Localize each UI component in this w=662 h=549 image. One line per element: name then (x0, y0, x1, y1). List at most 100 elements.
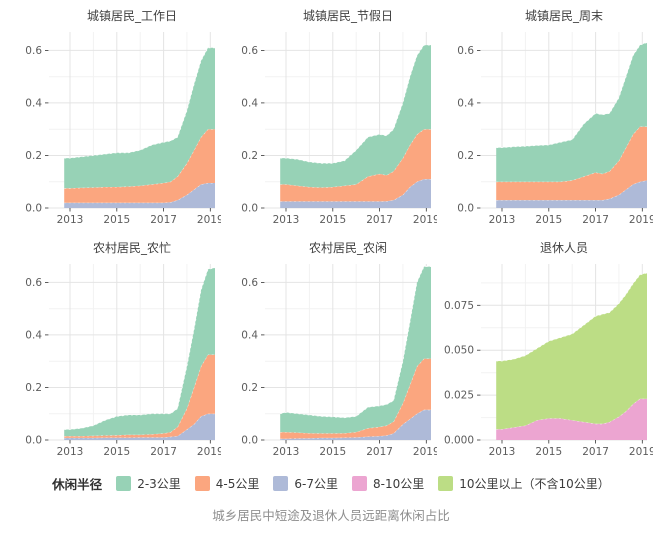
facet-rural-slack: 0.0 0.2 0.4 0.6 2013 2015 2017 2019 农村居民_农闲 (223, 238, 439, 468)
stacked-areas (496, 42, 648, 208)
x-tick-label: 2019 (197, 214, 221, 226)
facet-urban-workday: 0.0 0.2 0.4 0.6 2013 2015 2017 2019 城镇居民_工作日 (7, 6, 223, 236)
stacked-areas (496, 272, 648, 440)
x-tick-label: 2013 (273, 214, 300, 226)
y-tick-label: 0.4 (241, 97, 258, 109)
area-chart-retirees: 0.000 0.025 0.050 0.075 2013 2015 2017 2019 退休人员 (444, 241, 653, 458)
y-tick-label: 0.4 (457, 97, 474, 109)
x-tick-label: 2017 (150, 214, 177, 226)
x-tick-label: 2015 (319, 446, 346, 458)
area-layer (496, 180, 647, 208)
y-tick-label: 0.2 (25, 150, 42, 162)
y-tick-label: 0.6 (241, 277, 258, 289)
legend-label: 4-5公里 (215, 477, 260, 491)
x-tick-label: 2019 (629, 446, 653, 458)
y-tick-label: 0.4 (241, 329, 258, 341)
y-tick-label: 0.025 (444, 390, 474, 402)
axes: 0.000 0.025 0.050 0.075 2013 2015 2017 2019 (444, 300, 653, 458)
y-tick-label: 0.0 (241, 435, 258, 447)
y-tick-label: 0.2 (25, 382, 42, 394)
y-tick-label: 0.6 (25, 45, 42, 57)
facet-urban-holiday: 0.0 0.2 0.4 0.6 2013 2015 2017 2019 城镇居民_节假日 (223, 6, 439, 236)
layer-boundary (64, 47, 215, 159)
legend-swatch (194, 476, 210, 491)
x-tick-label: 2013 (273, 446, 300, 458)
facet-title: 城镇居民_节假日 (303, 9, 393, 23)
y-tick-label: 0.0 (25, 435, 42, 447)
x-tick-label: 2015 (103, 214, 130, 226)
area-chart-rural-busy: 0.0 0.2 0.4 0.6 2013 2015 2017 2019 农村居民_农忙 (25, 241, 221, 458)
layer-boundary (496, 126, 647, 183)
layer-boundary (280, 358, 431, 434)
x-tick-label: 2013 (57, 214, 84, 226)
legend-label: 2-3公里 (137, 477, 181, 491)
facet-title: 城镇居民_周末 (525, 9, 603, 23)
x-tick-label: 2017 (582, 214, 609, 226)
x-tick-label: 2019 (413, 446, 437, 458)
x-tick-label: 2017 (366, 446, 393, 458)
facet-urban-weekend: 0.0 0.2 0.4 0.6 2013 2015 2017 2019 城镇居民_周末 (439, 6, 655, 236)
legend-swatch (352, 476, 368, 491)
facet-title: 农村居民_农忙 (93, 241, 171, 255)
legend-item-3: 8-10公里 (352, 475, 424, 492)
x-tick-label: 2015 (535, 446, 562, 458)
stacked-areas (64, 267, 216, 440)
area-layer (64, 413, 215, 440)
area-chart-urban-workday: 0.0 0.2 0.4 0.6 2013 2015 2017 2019 城镇居民_工作日 (25, 9, 221, 226)
area-layer (64, 183, 215, 208)
area-layer (64, 129, 215, 203)
y-tick-label: 0.2 (457, 150, 474, 162)
layer-boundary (280, 266, 431, 419)
y-tick-label: 0.2 (241, 382, 258, 394)
x-tick-label: 2019 (197, 446, 221, 458)
y-tick-label: 0.0 (457, 203, 474, 215)
axes: 0.0 0.2 0.4 0.6 2013 2015 2017 2019 (457, 45, 653, 226)
area-layer (280, 45, 431, 188)
layer-boundary (64, 354, 215, 437)
area-layer (280, 129, 431, 202)
facet-title: 退休人员 (540, 241, 588, 255)
area-layer (64, 47, 215, 189)
legend-item-0: 2-3公里 (116, 475, 181, 492)
y-tick-label: 0.4 (25, 97, 42, 109)
x-tick-label: 2013 (489, 446, 516, 458)
x-tick-label: 2013 (489, 214, 516, 226)
stacked-areas (280, 266, 431, 440)
legend-title: 休闲半径 (52, 477, 103, 492)
area-chart-urban-weekend: 0.0 0.2 0.4 0.6 2013 2015 2017 2019 城镇居民_周末 (457, 9, 653, 226)
legend-swatch (438, 476, 454, 491)
chart-legend: 休闲半径 2-3公里 4-5公里 6-7公里 8-10公里 10公里以上（不含10公里） (0, 474, 662, 493)
facet-retirees: 0.000 0.025 0.050 0.075 2013 2015 2017 2019 退休人员 (439, 238, 655, 468)
x-tick-label: 2013 (57, 446, 84, 458)
legend-swatch (273, 476, 289, 491)
x-tick-label: 2015 (535, 214, 562, 226)
area-layer (280, 266, 431, 434)
x-tick-label: 2017 (150, 446, 177, 458)
x-tick-label: 2017 (582, 446, 609, 458)
chart-caption: 城乡居民中短途及退休人员远距离休闲占比 (212, 508, 450, 523)
chart-grid: 0.0 0.2 0.4 0.6 2013 2015 2017 2019 城镇居民_工作日 0.0 0… (7, 6, 655, 468)
legend-item-1: 4-5公里 (194, 475, 260, 492)
y-tick-label: 0.6 (25, 277, 42, 289)
y-tick-label: 0.0 (241, 203, 258, 215)
axes: 0.0 0.2 0.4 0.6 2013 2015 2017 2019 (25, 45, 221, 226)
area-layer (496, 398, 647, 440)
y-tick-label: 0.6 (457, 45, 474, 57)
facet-title: 城镇居民_工作日 (87, 9, 177, 23)
legend-swatch (116, 476, 132, 491)
legend-item-2: 6-7公里 (273, 475, 338, 492)
y-tick-label: 0.075 (444, 300, 474, 312)
axes: 0.0 0.2 0.4 0.6 2013 2015 2017 2019 (241, 45, 437, 226)
x-tick-label: 2015 (319, 214, 346, 226)
y-tick-label: 0.6 (241, 45, 258, 57)
area-chart-urban-holiday: 0.0 0.2 0.4 0.6 2013 2015 2017 2019 城镇居民_节假日 (241, 9, 437, 226)
facet-title: 农村居民_农闲 (309, 241, 387, 255)
y-tick-label: 0.2 (241, 150, 258, 162)
legend-items: 2-3公里 4-5公里 6-7公里 8-10公里 10公里以上（不含10公里） (116, 475, 610, 492)
legend-label: 6-7公里 (294, 477, 339, 491)
y-tick-label: 0.4 (25, 329, 42, 341)
x-tick-label: 2019 (413, 214, 437, 226)
area-layer (496, 273, 647, 430)
x-tick-label: 2017 (366, 214, 393, 226)
y-tick-label: 0.050 (444, 345, 474, 357)
